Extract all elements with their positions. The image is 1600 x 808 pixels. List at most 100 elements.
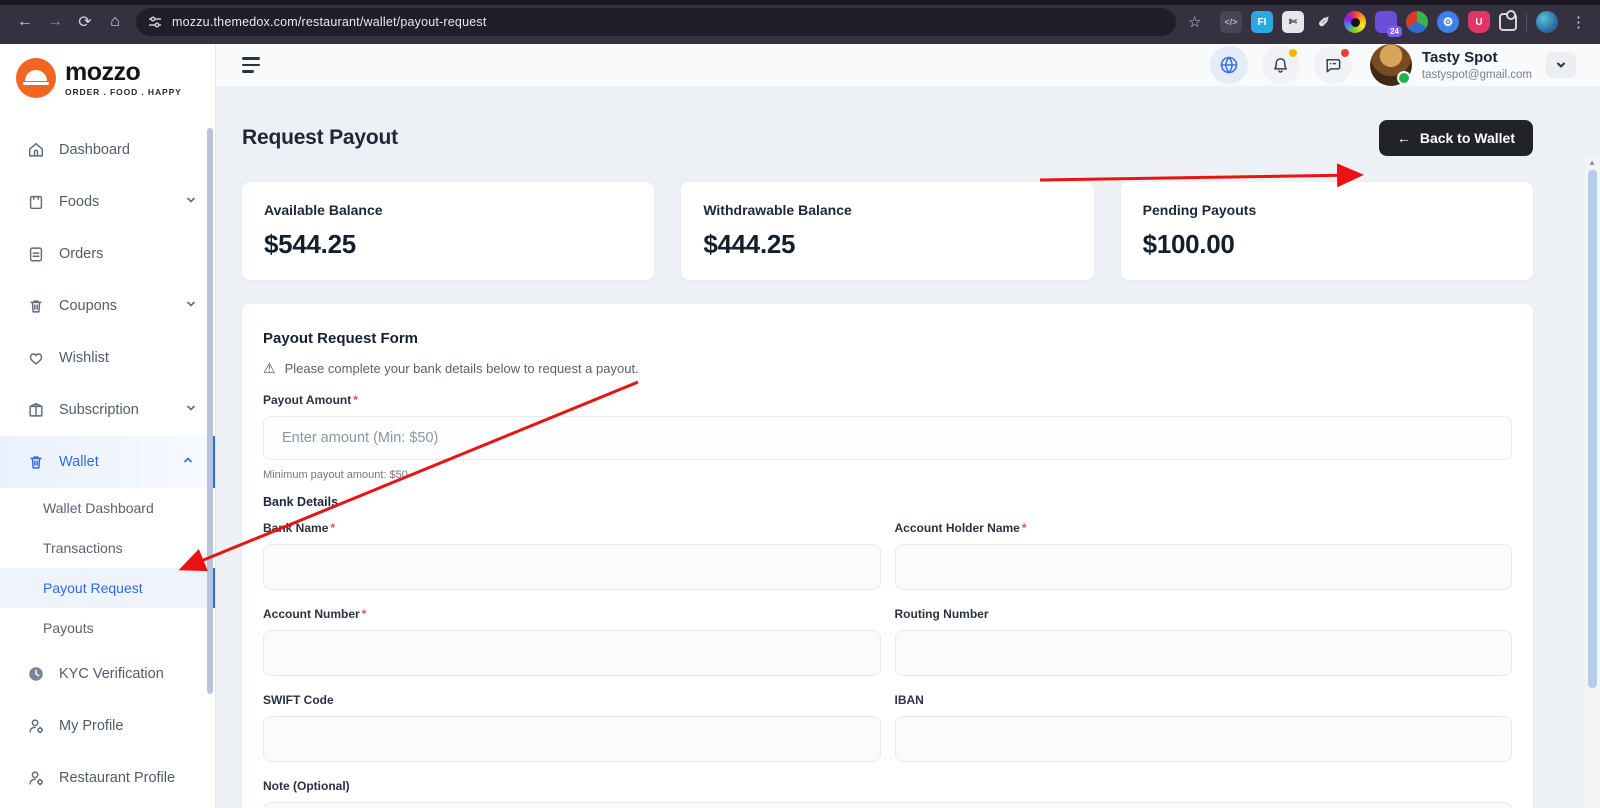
sidebar-item-label: Subscription [59,402,139,418]
routing-number-field: Routing Number [894,607,1512,676]
browser-home-icon[interactable]: ⌂ [110,13,120,30]
field-label-text: Account Number [263,607,360,621]
payout-amount-input[interactable] [263,416,1512,460]
toolbar-divider [1526,13,1527,31]
bookmark-star-icon[interactable]: ☆ [1188,14,1202,31]
account-number-input[interactable] [263,630,881,676]
notification-dot [1288,49,1297,57]
page-scrollbar-thumb[interactable] [1588,170,1597,688]
address-bar[interactable]: mozzu.themedox.com/restaurant/wallet/pay… [136,8,1176,36]
ublock-extension-icon[interactable]: U [1468,11,1490,33]
field-label-text: IBAN [894,693,924,707]
bank-name-input[interactable] [263,544,881,590]
settings-extension-icon[interactable]: ⚙ [1437,11,1459,33]
payout-request-form: Payout Request Form ⚠ Please complete yo… [242,304,1533,808]
sidebar: mozzo ORDER . FOOD . HAPPY Dashboard Foo… [0,44,216,808]
sidebar-item-foods[interactable]: Foods [0,176,215,228]
form-notice-text: Please complete your bank details below … [284,361,639,376]
required-mark: * [361,607,367,621]
user-menu-chevron[interactable] [1546,52,1576,78]
package-icon [26,401,45,420]
page-title: Request Payout [242,126,398,149]
eyedropper-extension-icon[interactable]: ✐ [1318,13,1330,30]
fi-extension-icon[interactable]: FI [1251,11,1273,33]
timer-extension-icon[interactable]: 24 [1375,11,1402,37]
field-label-text: Payout Amount [263,393,352,407]
brand-logo[interactable]: mozzo ORDER . FOOD . HAPPY [0,44,215,112]
sidebar-item-my-profile[interactable]: My Profile [0,700,215,752]
sidebar-item-dashboard[interactable]: Dashboard [0,124,215,176]
field-label-text: Note (Optional) [263,779,350,793]
account-holder-input[interactable] [894,544,1512,590]
sidebar-subitem-wallet-dashboard[interactable]: Wallet Dashboard [0,488,215,528]
extension-badge: 24 [1387,26,1402,37]
download-manager-extension-icon[interactable] [1406,11,1428,33]
swift-code-input[interactable] [263,716,881,762]
available-balance-card: Available Balance $544.25 [242,182,655,280]
back-button-label: Back to Wallet [1419,130,1515,146]
message-dot [1340,49,1349,57]
url-text[interactable]: mozzu.themedox.com/restaurant/wallet/pay… [172,15,487,29]
browser-reload-icon[interactable]: ⟳ [78,14,92,31]
clock-icon [26,665,45,684]
sidebar-item-orders[interactable]: Orders [0,228,215,280]
page-content: Request Payout ← Back to Wallet Availabl… [216,86,1600,808]
back-arrow-icon: ← [1396,130,1411,146]
sidebar-item-label: Orders [59,246,104,262]
card-value: $444.25 [703,229,796,259]
user-email: tastyspot@gmail.com [1421,69,1532,81]
card-label: Withdrawable Balance [703,202,852,218]
sidebar-subitem-transactions[interactable]: Transactions [0,528,215,568]
messages-button[interactable] [1313,46,1352,84]
wallet-icon [26,453,45,472]
user-menu[interactable]: Tasty Spot tastyspot@gmail.com [1369,44,1532,86]
card-label: Available Balance [264,202,383,218]
pending-payouts-card: Pending Payouts $100.00 [1120,182,1533,280]
bank-name-field: Bank Name * [263,521,881,590]
user-avatar [1369,44,1412,86]
required-mark: * [353,393,358,407]
card-value: $544.25 [264,229,356,259]
sidebar-item-subscription[interactable]: Subscription [0,384,215,436]
colorpicker-extension-icon[interactable] [1344,11,1366,33]
sidebar-subitem-payout-request[interactable]: Payout Request [0,568,215,608]
browser-forward-icon[interactable]: → [47,13,63,30]
sidebar-toggle-icon[interactable] [242,57,260,73]
topbar: Tasty Spot tastyspot@gmail.com [216,44,1600,86]
user-gear-icon [26,769,45,788]
box-icon [26,193,45,212]
sidebar-item-restaurant-profile[interactable]: Restaurant Profile [0,752,215,804]
sidebar-item-label: My Profile [59,718,124,734]
browser-menu-icon[interactable]: ⋮ [1571,14,1586,31]
chevron-up-icon [182,454,194,470]
payout-amount-label: Payout Amount * [263,393,1512,407]
sidebar-item-kyc-verification[interactable]: KYC Verification [0,648,215,700]
iban-input[interactable] [894,716,1512,762]
back-to-wallet-button[interactable]: ← Back to Wallet [1378,120,1533,156]
browser-toolbar: ← → ⟳ ⌂ mozzu.themedox.com/restaurant/wa… [0,0,1600,44]
note-field: Note (Optional) [263,779,1512,808]
warning-icon: ⚠ [263,360,276,376]
language-button[interactable] [1209,46,1248,84]
sidebar-subitem-payouts[interactable]: Payouts [0,608,215,648]
extensions-row: </> FI ✄ ✐ 24 ⚙ U ⋮ [1220,10,1590,37]
balance-cards: Available Balance $544.25 Withdrawable B… [242,182,1533,280]
notifications-button[interactable] [1261,46,1300,84]
brand-name: mozzo [65,57,141,86]
sidebar-item-wallet[interactable]: Wallet [0,436,215,488]
code-extension-icon[interactable]: </> [1220,11,1242,33]
scrollbar-up-icon[interactable]: ▲ [1588,158,1596,167]
browser-back-icon[interactable]: ← [17,13,33,30]
sidebar-scrollbar[interactable] [207,128,213,694]
sidebar-item-coupons[interactable]: Coupons [0,280,215,332]
sidebar-item-wishlist[interactable]: Wishlist [0,332,215,384]
extensions-puzzle-icon[interactable] [1499,10,1517,31]
sidebar-item-label: Wallet [59,454,99,470]
note-input[interactable] [263,802,1512,808]
screenshot-extension-icon[interactable]: ✄ [1282,11,1304,33]
routing-number-input[interactable] [894,630,1512,676]
browser-profile-avatar[interactable] [1536,11,1558,33]
field-label-text: Routing Number [894,607,989,621]
page-scrollbar-track[interactable]: ▲ [1585,156,1600,808]
site-settings-icon[interactable] [148,15,162,29]
